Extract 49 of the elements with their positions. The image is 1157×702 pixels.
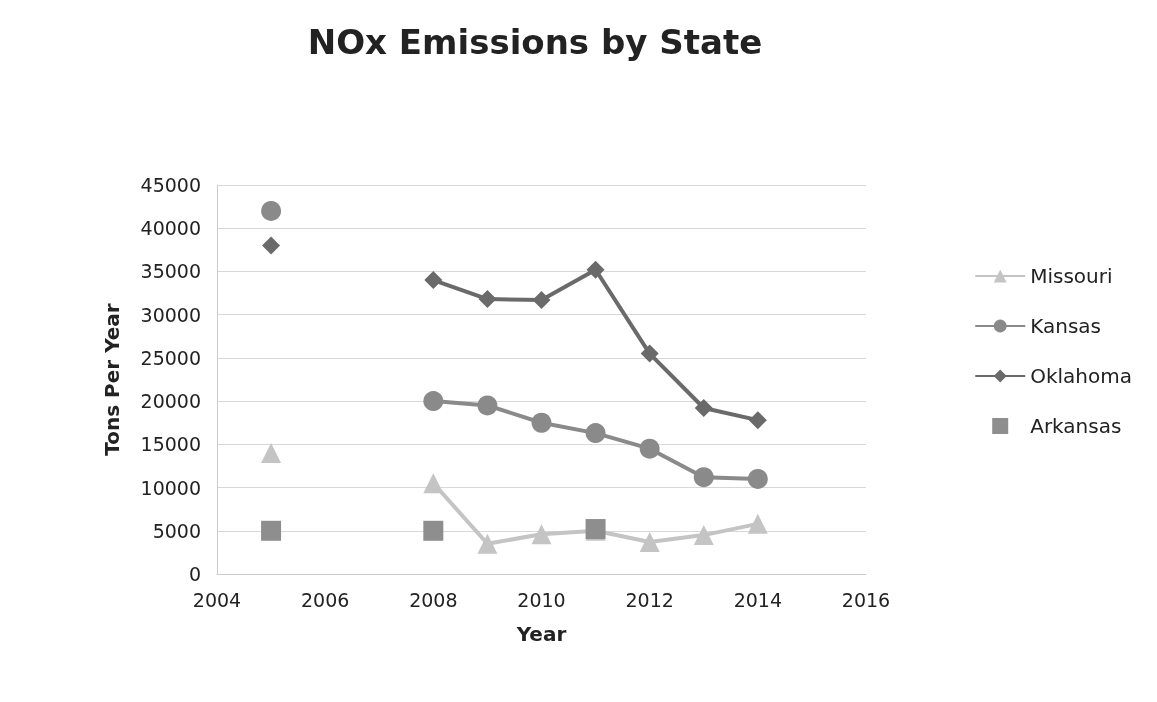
legend-label: Kansas [1030,314,1102,338]
point [531,524,552,545]
y-tick-label: 5000 [152,519,201,542]
point [423,391,444,412]
point [423,473,444,494]
y-tick-label: 10000 [140,476,201,499]
point [640,344,659,363]
x-tick-label: 2016 [841,588,891,611]
point [261,200,282,221]
point [424,271,443,290]
y-tick-label: 45000 [140,174,201,196]
point [639,532,660,553]
point [639,438,660,459]
point [585,423,606,444]
y-tick-label: 15000 [140,433,201,456]
point [261,520,282,541]
x-tick-label: 2014 [733,588,783,611]
y-tick-label: 35000 [140,260,201,283]
x-tick-label: 2012 [625,588,674,611]
point [693,525,714,546]
y-tick-label: 20000 [140,390,201,413]
x-tick-label: 2010 [517,588,566,611]
point [748,411,767,430]
y-axis-title: Tons Per Year [100,303,124,456]
point [423,520,444,541]
point [477,533,498,554]
x-tick-label: 2006 [300,588,350,611]
point [262,236,281,255]
legend-label: Arkansas [1030,414,1122,438]
point [261,442,282,463]
point [586,260,605,279]
point [694,399,713,418]
x-tick-label: 2004 [192,588,242,611]
point [531,412,552,433]
y-tick-label: 25000 [140,346,201,369]
legend-label: Missouri [1030,264,1113,288]
point [693,467,714,488]
point [532,290,551,309]
point [747,513,768,534]
point [478,290,497,309]
point [477,395,498,416]
point [747,468,768,489]
chart-title: NOx Emissions by State [307,22,763,62]
y-tick-label: 40000 [140,217,201,240]
legend-label: Oklahoma [1030,364,1133,388]
x-axis-title: Year [515,622,567,646]
y-tick-label: 0 [188,563,201,585]
y-tick-label: 30000 [140,303,201,326]
x-tick-label: 2008 [409,588,458,611]
